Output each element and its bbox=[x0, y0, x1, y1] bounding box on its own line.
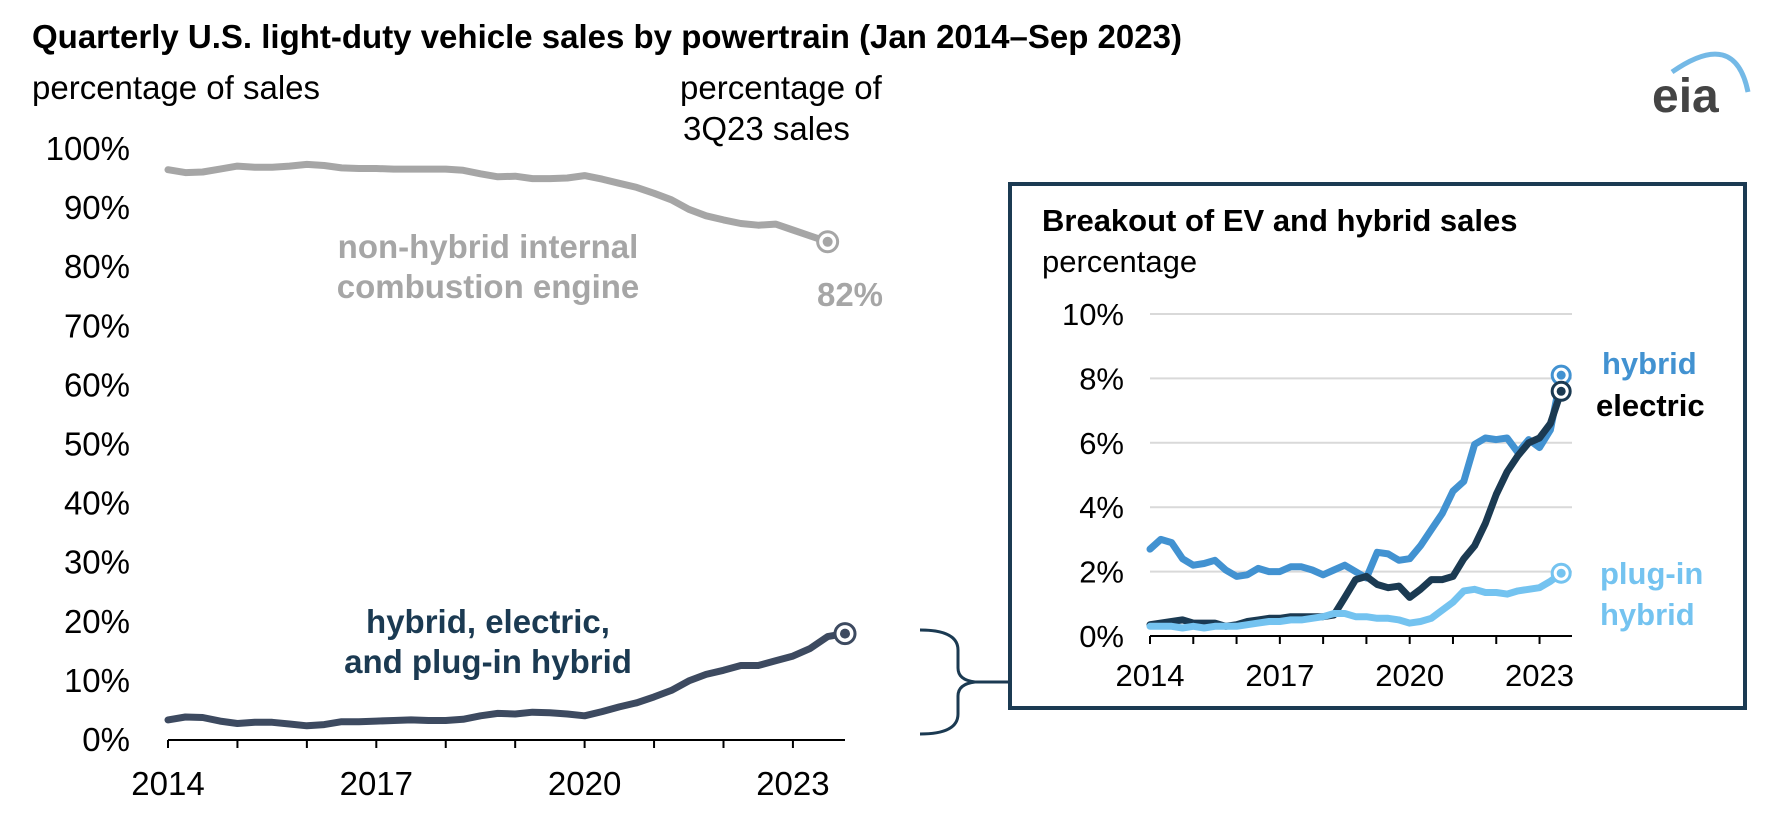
main-y-axis: 0% 10% 20% 30% 40% 50% 60% 70% 80% 90% 100% bbox=[46, 130, 130, 758]
legend-plugin-line2: hybrid bbox=[1600, 597, 1695, 632]
hybrid-end-marker-dot bbox=[1556, 370, 1566, 380]
y-tick-label: 80% bbox=[64, 248, 130, 285]
y-tick-label: 6% bbox=[1079, 426, 1124, 461]
inset-ylabel: percentage bbox=[1042, 244, 1197, 279]
eia-logo: eia bbox=[1652, 51, 1751, 123]
y-tick-label: 90% bbox=[64, 189, 130, 226]
y-tick-label: 70% bbox=[64, 307, 130, 344]
hybrid-series-line bbox=[1146, 371, 1565, 582]
y-tick-label: 10% bbox=[64, 662, 130, 699]
x-tick-label: 2023 bbox=[756, 765, 829, 802]
x-tick-label: 2017 bbox=[1245, 658, 1314, 693]
inset-title: Breakout of EV and hybrid sales bbox=[1042, 203, 1517, 238]
inset-y-axis: 0% 2% 4% 6% 8% 10% bbox=[1062, 297, 1124, 654]
ice-end-label: 82% bbox=[817, 276, 883, 313]
legend-electric: electric bbox=[1596, 388, 1705, 423]
ice-series-line bbox=[164, 160, 832, 246]
y-tick-label: 20% bbox=[64, 603, 130, 640]
y-tick-label: 10% bbox=[1062, 297, 1124, 332]
y-tick-label: 50% bbox=[64, 426, 130, 463]
combined-label-line2: and plug-in hybrid bbox=[344, 643, 632, 680]
legend-plugin-line1: plug-in bbox=[1600, 556, 1703, 591]
x-tick-label: 2017 bbox=[340, 765, 413, 802]
inset-plot-area bbox=[1146, 364, 1572, 632]
combined-end-marker-dot bbox=[840, 628, 850, 639]
y-tick-label: 30% bbox=[64, 544, 130, 581]
main-x-axis: 2014 2017 2020 2023 bbox=[131, 739, 845, 802]
eia-logo-text: eia bbox=[1652, 70, 1719, 123]
y-tick-label: 0% bbox=[1079, 619, 1124, 654]
y-tick-label: 8% bbox=[1079, 361, 1124, 396]
x-tick-label: 2020 bbox=[1375, 658, 1444, 693]
eia-logo-swoosh bbox=[1670, 51, 1751, 93]
plugin-end-marker-dot bbox=[1556, 568, 1566, 578]
ice-label-line1: non-hybrid internal bbox=[338, 228, 639, 265]
y-tick-label: 2% bbox=[1079, 555, 1124, 590]
y-tick-label: 40% bbox=[64, 485, 130, 522]
units-label: percentage of sales bbox=[32, 69, 320, 106]
combined-label-line1: hybrid, electric, bbox=[366, 603, 610, 640]
y-tick-label: 60% bbox=[64, 366, 130, 403]
ice-label-line2: combustion engine bbox=[337, 268, 640, 305]
brace-connector bbox=[919, 628, 1008, 736]
legend-hybrid: hybrid bbox=[1602, 346, 1697, 381]
combined-series-line bbox=[164, 630, 849, 730]
ice-end-marker-dot bbox=[822, 236, 833, 247]
y-tick-label: 100% bbox=[46, 130, 130, 167]
main-plot-area bbox=[164, 160, 857, 730]
y-tick-label: 4% bbox=[1079, 490, 1124, 525]
x-tick-label: 2014 bbox=[131, 765, 204, 802]
x-tick-label: 2020 bbox=[548, 765, 621, 802]
end-note-line2: 3Q23 sales bbox=[683, 110, 850, 147]
inset-x-axis: 2014 2017 2020 2023 bbox=[1116, 635, 1574, 693]
y-tick-label: 0% bbox=[82, 721, 130, 758]
electric-end-marker-dot bbox=[1556, 386, 1566, 396]
x-tick-label: 2023 bbox=[1505, 658, 1574, 693]
chart-title: Quarterly U.S. light-duty vehicle sales … bbox=[32, 18, 1182, 55]
plugin-series-line bbox=[1146, 569, 1565, 632]
end-note-line1: percentage of bbox=[680, 69, 883, 106]
x-tick-label: 2014 bbox=[1116, 658, 1185, 693]
